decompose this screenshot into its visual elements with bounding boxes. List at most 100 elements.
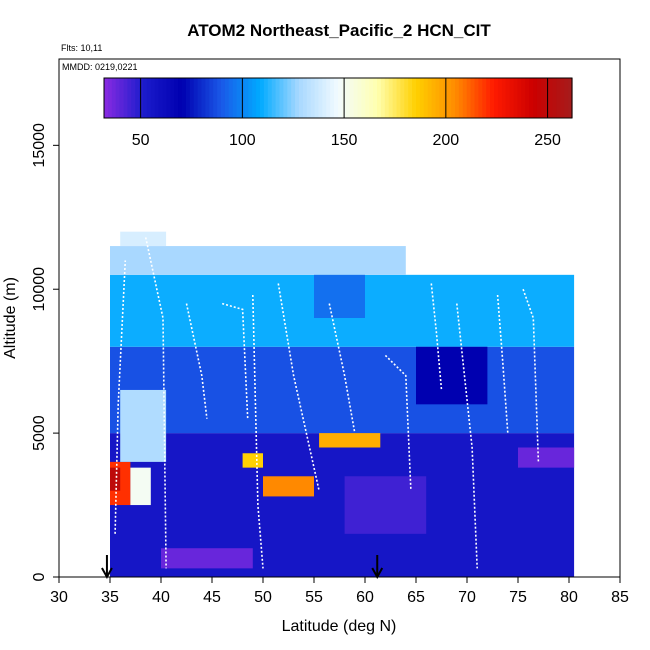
colorbar-segment — [466, 78, 472, 118]
colorbar-tick-label: 200 — [432, 132, 459, 149]
flight-track-6 — [328, 303, 356, 434]
y-tick-label: 15000 — [31, 123, 48, 168]
colorbar-segment — [154, 78, 160, 118]
colorbar-segment — [330, 78, 335, 118]
colorbar-segment — [377, 78, 382, 118]
colorbar-segment — [388, 78, 394, 118]
y-axis: 0 5000 10000 15000 — [31, 123, 59, 581]
colorbar-segment — [435, 78, 440, 118]
colorbar-segment — [416, 78, 421, 118]
heatmap-cells — [110, 231, 575, 577]
colorbar-segment — [209, 78, 214, 118]
date-label: MMDD: 0219,0221 — [62, 62, 138, 72]
colorbar-segment — [419, 78, 425, 118]
colorbar-segment — [470, 78, 476, 118]
colorbar-segment — [525, 78, 530, 118]
colorbar-segment — [224, 78, 230, 118]
colorbar-segment — [291, 78, 296, 118]
x-tick-label: 70 — [458, 589, 476, 606]
colorbar-segment — [228, 78, 234, 118]
colorbar-segment — [529, 78, 534, 118]
heatmap-cell-7 — [130, 467, 151, 506]
colorbar-segment — [439, 78, 444, 118]
colorbar-segment — [494, 78, 499, 118]
colorbar-segment — [252, 78, 257, 118]
heatmap-cell-9 — [319, 433, 381, 448]
colorbar-segment — [365, 78, 370, 118]
colorbar-segment — [482, 78, 487, 118]
flight-track-3 — [221, 302, 249, 419]
colorbar-tick-label: 100 — [229, 132, 256, 149]
colorbar-segment — [131, 78, 136, 118]
colorbar-segment — [544, 78, 550, 118]
colorbar-segment — [104, 78, 109, 118]
x-tick-label: 40 — [152, 589, 170, 606]
colorbar-segment — [115, 78, 121, 118]
x-tick-label: 30 — [50, 589, 68, 606]
colorbar: 50 100 150 200 250 — [103, 77, 573, 149]
colorbar-segment — [119, 78, 125, 118]
y-tick-label: 0 — [31, 572, 48, 581]
colorbar-segment — [513, 78, 518, 118]
colorbar-segment — [474, 78, 479, 118]
colorbar-segment — [111, 78, 117, 118]
colorbar-segment — [185, 78, 191, 118]
colorbar-segment — [178, 78, 183, 118]
x-axis-title: Latitude (deg N) — [282, 618, 397, 635]
colorbar-segment — [302, 78, 308, 118]
colorbar-segment — [458, 78, 464, 118]
heatmap-cell-4 — [120, 231, 167, 247]
heatmap-cell-10 — [242, 453, 263, 468]
colorbar-segment — [536, 78, 542, 118]
plot-frame — [58, 58, 621, 578]
colorbar-segment — [326, 78, 331, 118]
colorbar-segment — [345, 78, 351, 118]
colorbar-segment — [306, 78, 312, 118]
colorbar-segment — [548, 78, 554, 118]
x-tick-label: 80 — [560, 589, 578, 606]
colorbar-segment — [380, 78, 386, 118]
heatmap-cell-12 — [518, 447, 575, 468]
flights-label: Flts: 10,11 — [61, 43, 102, 53]
colorbar-segment — [478, 78, 483, 118]
colorbar-segment — [408, 78, 413, 118]
colorbar-segment — [338, 78, 343, 118]
flight-track-9 — [456, 303, 478, 569]
colorbar-segment — [197, 78, 203, 118]
x-tick-label: 85 — [611, 589, 629, 606]
colorbar-segment — [127, 78, 132, 118]
x-axis: 30 35 40 45 50 55 60 65 70 75 80 85 — [50, 577, 629, 606]
colorbar-segment — [373, 78, 378, 118]
colorbar-segment — [486, 78, 491, 118]
flight-track-7 — [384, 354, 412, 491]
colorbar-segment — [349, 78, 355, 118]
marker-arrows — [101, 555, 384, 580]
colorbar-segment — [221, 78, 226, 118]
flight-track-4 — [252, 294, 264, 569]
heatmap-cell-1 — [110, 346, 575, 434]
x-tick-label: 60 — [356, 589, 374, 606]
colorbar-segment — [275, 78, 281, 118]
x-tick-label: 65 — [407, 589, 425, 606]
x-tick-label: 75 — [509, 589, 527, 606]
colorbar-segment — [135, 78, 140, 118]
colorbar-segment — [248, 78, 253, 118]
colorbar-tick-label: 150 — [331, 132, 358, 149]
flight-track-8 — [430, 283, 443, 390]
colorbar-tick-label: 250 — [534, 132, 561, 149]
colorbar-segment — [310, 78, 316, 118]
x-tick-label: 45 — [203, 589, 221, 606]
y-axis-title: Altitude (m) — [2, 277, 19, 359]
colorbar-tick-label: 50 — [132, 132, 150, 149]
colorbar-segment — [143, 78, 148, 118]
heatmap-cell-15 — [416, 346, 488, 405]
heatmap-cell-16 — [344, 476, 427, 534]
colorbar-segment — [162, 78, 167, 118]
colorbar-segment — [322, 78, 327, 118]
colorbar-segment — [271, 78, 277, 118]
colorbar-segment — [260, 78, 265, 118]
colorbar-segment — [236, 78, 242, 118]
flight-track-0 — [114, 260, 127, 534]
colorbar-segment — [205, 78, 210, 118]
